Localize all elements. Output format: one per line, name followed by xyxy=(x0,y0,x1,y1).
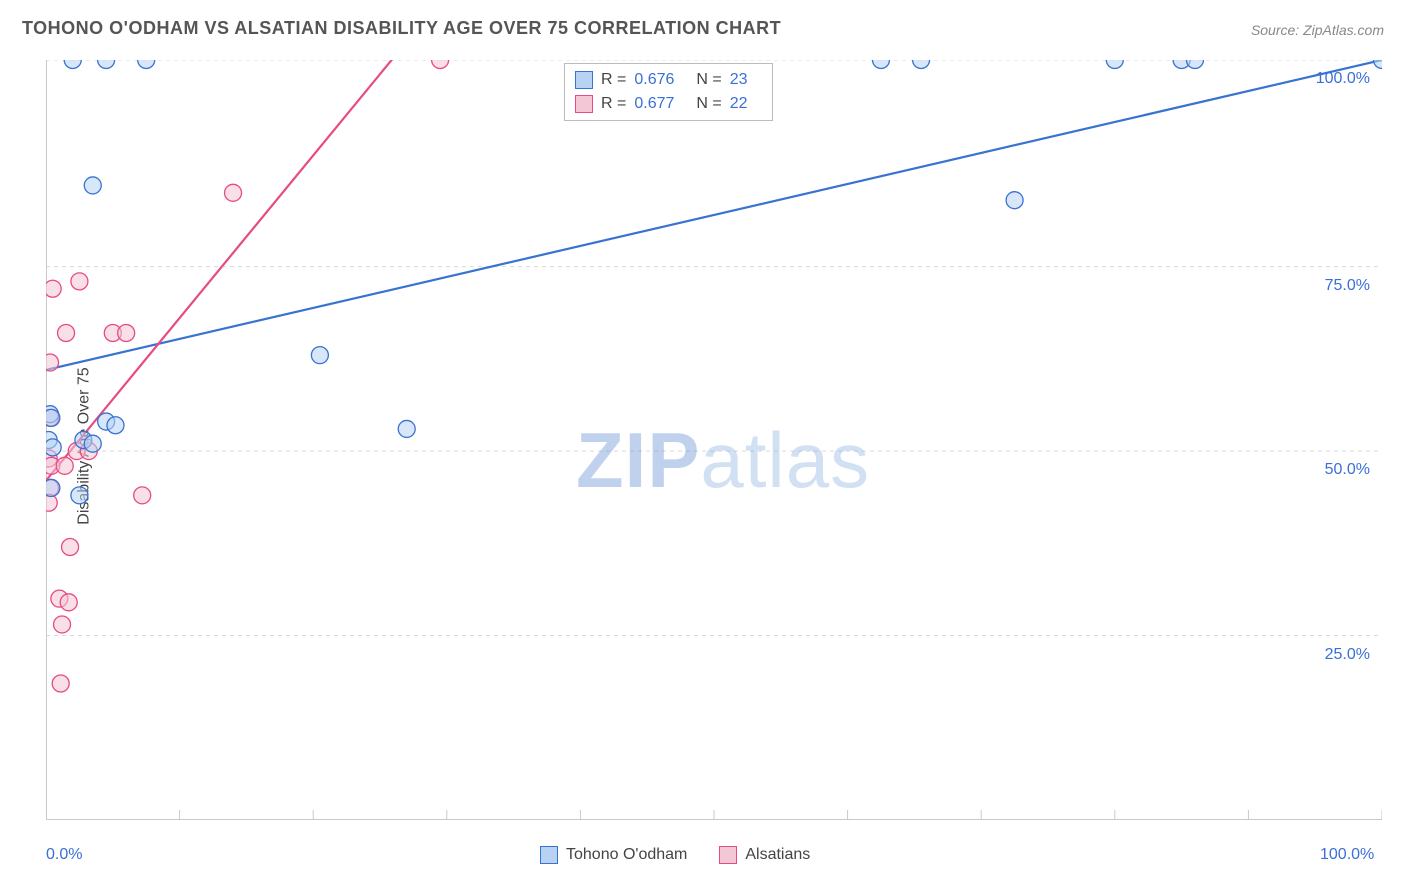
swatch-series1 xyxy=(575,71,593,89)
n-label: N = xyxy=(696,68,721,92)
r-label: R = xyxy=(601,68,626,92)
legend-stats-box: R = 0.676 N = 23 R = 0.677 N = 22 xyxy=(564,63,773,121)
r-value: 0.677 xyxy=(634,92,674,116)
y-tick-label: 100.0% xyxy=(1270,70,1370,88)
x-tick-label-min: 0.0% xyxy=(46,846,82,864)
chart-title: TOHONO O'ODHAM VS ALSATIAN DISABILITY AG… xyxy=(22,18,781,39)
swatch-series1 xyxy=(540,846,558,864)
swatch-series2 xyxy=(719,846,737,864)
scatter-chart-svg xyxy=(46,60,1382,820)
legend-label: Tohono O'odham xyxy=(566,846,687,864)
source-attribution: Source: ZipAtlas.com xyxy=(1251,22,1384,38)
legend-label: Alsatians xyxy=(745,846,810,864)
r-value: 0.676 xyxy=(634,68,674,92)
legend-item: Tohono O'odham xyxy=(540,846,687,864)
plot-area: ZIPatlas R = 0.676 N = 23 R = 0.677 N = … xyxy=(46,60,1382,820)
y-tick-label: 25.0% xyxy=(1270,646,1370,664)
legend-stats-row: R = 0.676 N = 23 xyxy=(575,68,762,92)
legend-item: Alsatians xyxy=(719,846,810,864)
legend-stats-row: R = 0.677 N = 22 xyxy=(575,92,762,116)
swatch-series2 xyxy=(575,95,593,113)
r-label: R = xyxy=(601,92,626,116)
x-tick-label-max: 100.0% xyxy=(1320,846,1374,864)
n-label: N = xyxy=(696,92,721,116)
y-tick-label: 75.0% xyxy=(1270,277,1370,295)
n-value: 22 xyxy=(730,92,748,116)
legend-bottom: Tohono O'odham Alsatians xyxy=(540,846,832,864)
n-value: 23 xyxy=(730,68,748,92)
y-tick-label: 50.0% xyxy=(1270,461,1370,479)
